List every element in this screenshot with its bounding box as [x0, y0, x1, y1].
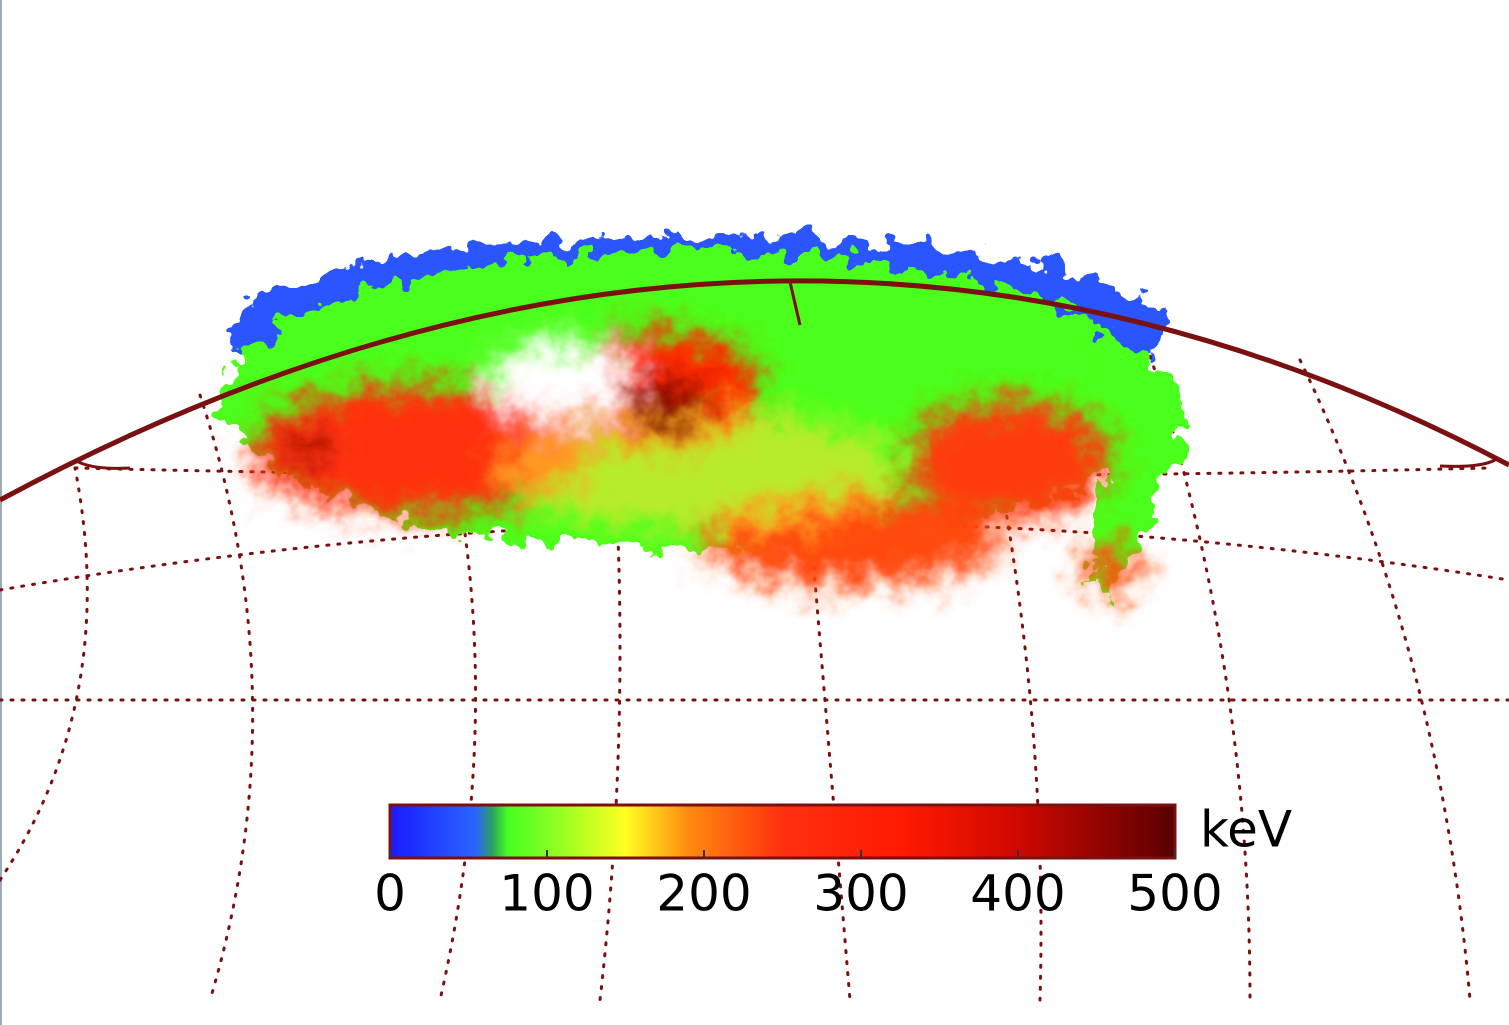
colorbar-tick-label: 200: [656, 865, 751, 923]
colorbar: [388, 803, 1177, 860]
colorbar-tick-label: 300: [813, 865, 908, 923]
projection-outline: [0, 278, 1509, 503]
outline-corner: [1439, 458, 1496, 468]
meridian: [788, 281, 802, 326]
colorbar-label: keV: [1200, 801, 1292, 859]
colorbar-tick-label: 400: [970, 865, 1065, 923]
outline-corner: [74, 458, 131, 470]
colorbar-tick-label: 0: [374, 865, 406, 923]
colorbar-tick-label: 100: [499, 865, 594, 923]
colorbar-ticks: 0 100 200 300 400 500: [374, 850, 1223, 923]
colorbar-tick-label: 500: [1127, 865, 1222, 923]
energy-map: [220, 235, 1188, 600]
